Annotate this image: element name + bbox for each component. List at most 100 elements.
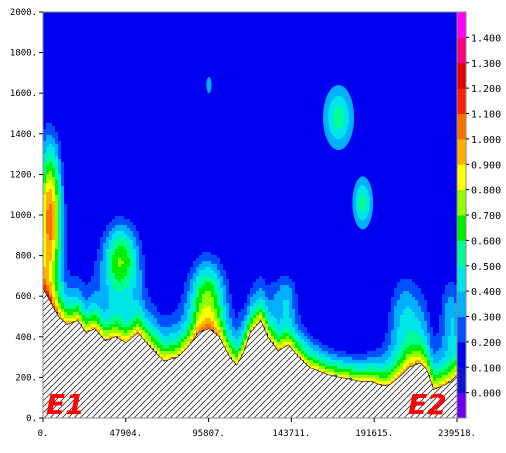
field-cell — [49, 240, 53, 244]
field-cell — [226, 345, 230, 349]
field-cell — [157, 321, 161, 325]
field-cell — [358, 375, 362, 379]
field-cell — [394, 324, 398, 328]
field-cell — [322, 357, 326, 361]
field-cell — [223, 324, 227, 328]
field-cell — [103, 237, 107, 241]
field-cell — [181, 333, 185, 337]
field-cell — [136, 240, 140, 244]
field-cell — [328, 342, 332, 346]
field-cell — [235, 351, 239, 355]
field-cell — [262, 282, 266, 286]
field-cell — [451, 282, 455, 286]
field-cell — [202, 315, 206, 319]
field-cell — [208, 312, 212, 316]
field-cell — [385, 381, 389, 385]
field-cell — [64, 249, 68, 253]
field-cell — [229, 354, 233, 358]
field-cell — [136, 234, 140, 238]
field-cell — [82, 294, 86, 298]
field-cell — [67, 285, 71, 289]
field-cell — [187, 306, 191, 310]
field-cell — [109, 234, 113, 238]
field-cell — [220, 309, 224, 313]
field-cell — [70, 276, 74, 280]
colorbar-label: 1.400 — [471, 33, 501, 44]
field-cell — [391, 306, 395, 310]
field-cell — [106, 282, 110, 286]
field-cell — [109, 309, 113, 313]
field-cell — [220, 339, 224, 343]
field-cell — [97, 231, 101, 235]
field-cell — [106, 237, 110, 241]
field-cell — [103, 252, 107, 256]
field-cell — [226, 303, 230, 307]
x-tick-label: 239518. — [438, 429, 476, 439]
colorbar-label: 0.200 — [471, 338, 501, 349]
field-cell — [391, 366, 395, 370]
field-cell — [343, 351, 347, 355]
field-cell — [151, 345, 155, 349]
field-cell — [259, 300, 263, 304]
field-cell — [94, 270, 98, 274]
field-cell — [67, 213, 71, 217]
field-cell — [280, 342, 284, 346]
field-cell — [82, 285, 86, 289]
field-cell — [283, 321, 287, 325]
field-cell — [124, 222, 128, 226]
field-cell — [151, 318, 155, 322]
field-cell — [193, 288, 197, 292]
field-cell — [430, 345, 434, 349]
field-cell — [184, 288, 188, 292]
field-cell — [55, 249, 59, 253]
field-cell — [253, 276, 257, 280]
field-cell — [409, 345, 413, 349]
field-cell — [433, 354, 437, 358]
field-cell — [403, 273, 407, 277]
field-cell — [127, 267, 131, 271]
field-cell — [121, 294, 125, 298]
field-cell — [64, 261, 68, 265]
field-cell — [406, 306, 410, 310]
field-cell — [205, 240, 209, 244]
field-cell — [112, 273, 116, 277]
field-cell — [58, 219, 62, 223]
field-cell — [436, 312, 440, 316]
field-cell — [241, 351, 245, 355]
field-cell — [163, 342, 167, 346]
field-cell — [208, 252, 212, 256]
field-cell — [205, 261, 209, 265]
field-cell — [394, 351, 398, 355]
field-cell — [136, 255, 140, 259]
field-cell — [418, 324, 422, 328]
field-cell — [439, 375, 443, 379]
field-cell — [118, 228, 122, 232]
field-cell — [415, 294, 419, 298]
field-cell — [322, 342, 326, 346]
field-cell — [208, 294, 212, 298]
field-cell — [184, 327, 188, 331]
field-cell — [91, 288, 95, 292]
field-cell — [412, 327, 416, 331]
field-cell — [298, 318, 302, 322]
field-cell — [196, 306, 200, 310]
field-cell — [118, 336, 122, 340]
field-cell — [415, 309, 419, 313]
field-cell — [250, 327, 254, 331]
y-tick-label: 2000. — [10, 8, 37, 18]
field-cell — [178, 291, 182, 295]
field-cell — [160, 303, 164, 307]
field-cell — [367, 375, 371, 379]
field-cell — [139, 240, 143, 244]
field-cell — [427, 321, 431, 325]
field-cell — [448, 285, 452, 289]
field-cell — [394, 312, 398, 316]
field-cell — [427, 312, 431, 316]
field-cell — [277, 348, 281, 352]
field-cell — [184, 324, 188, 328]
field-cell — [286, 303, 290, 307]
field-cell — [127, 261, 131, 265]
field-cell — [208, 327, 212, 331]
field-cell — [376, 354, 380, 358]
field-cell — [169, 330, 173, 334]
